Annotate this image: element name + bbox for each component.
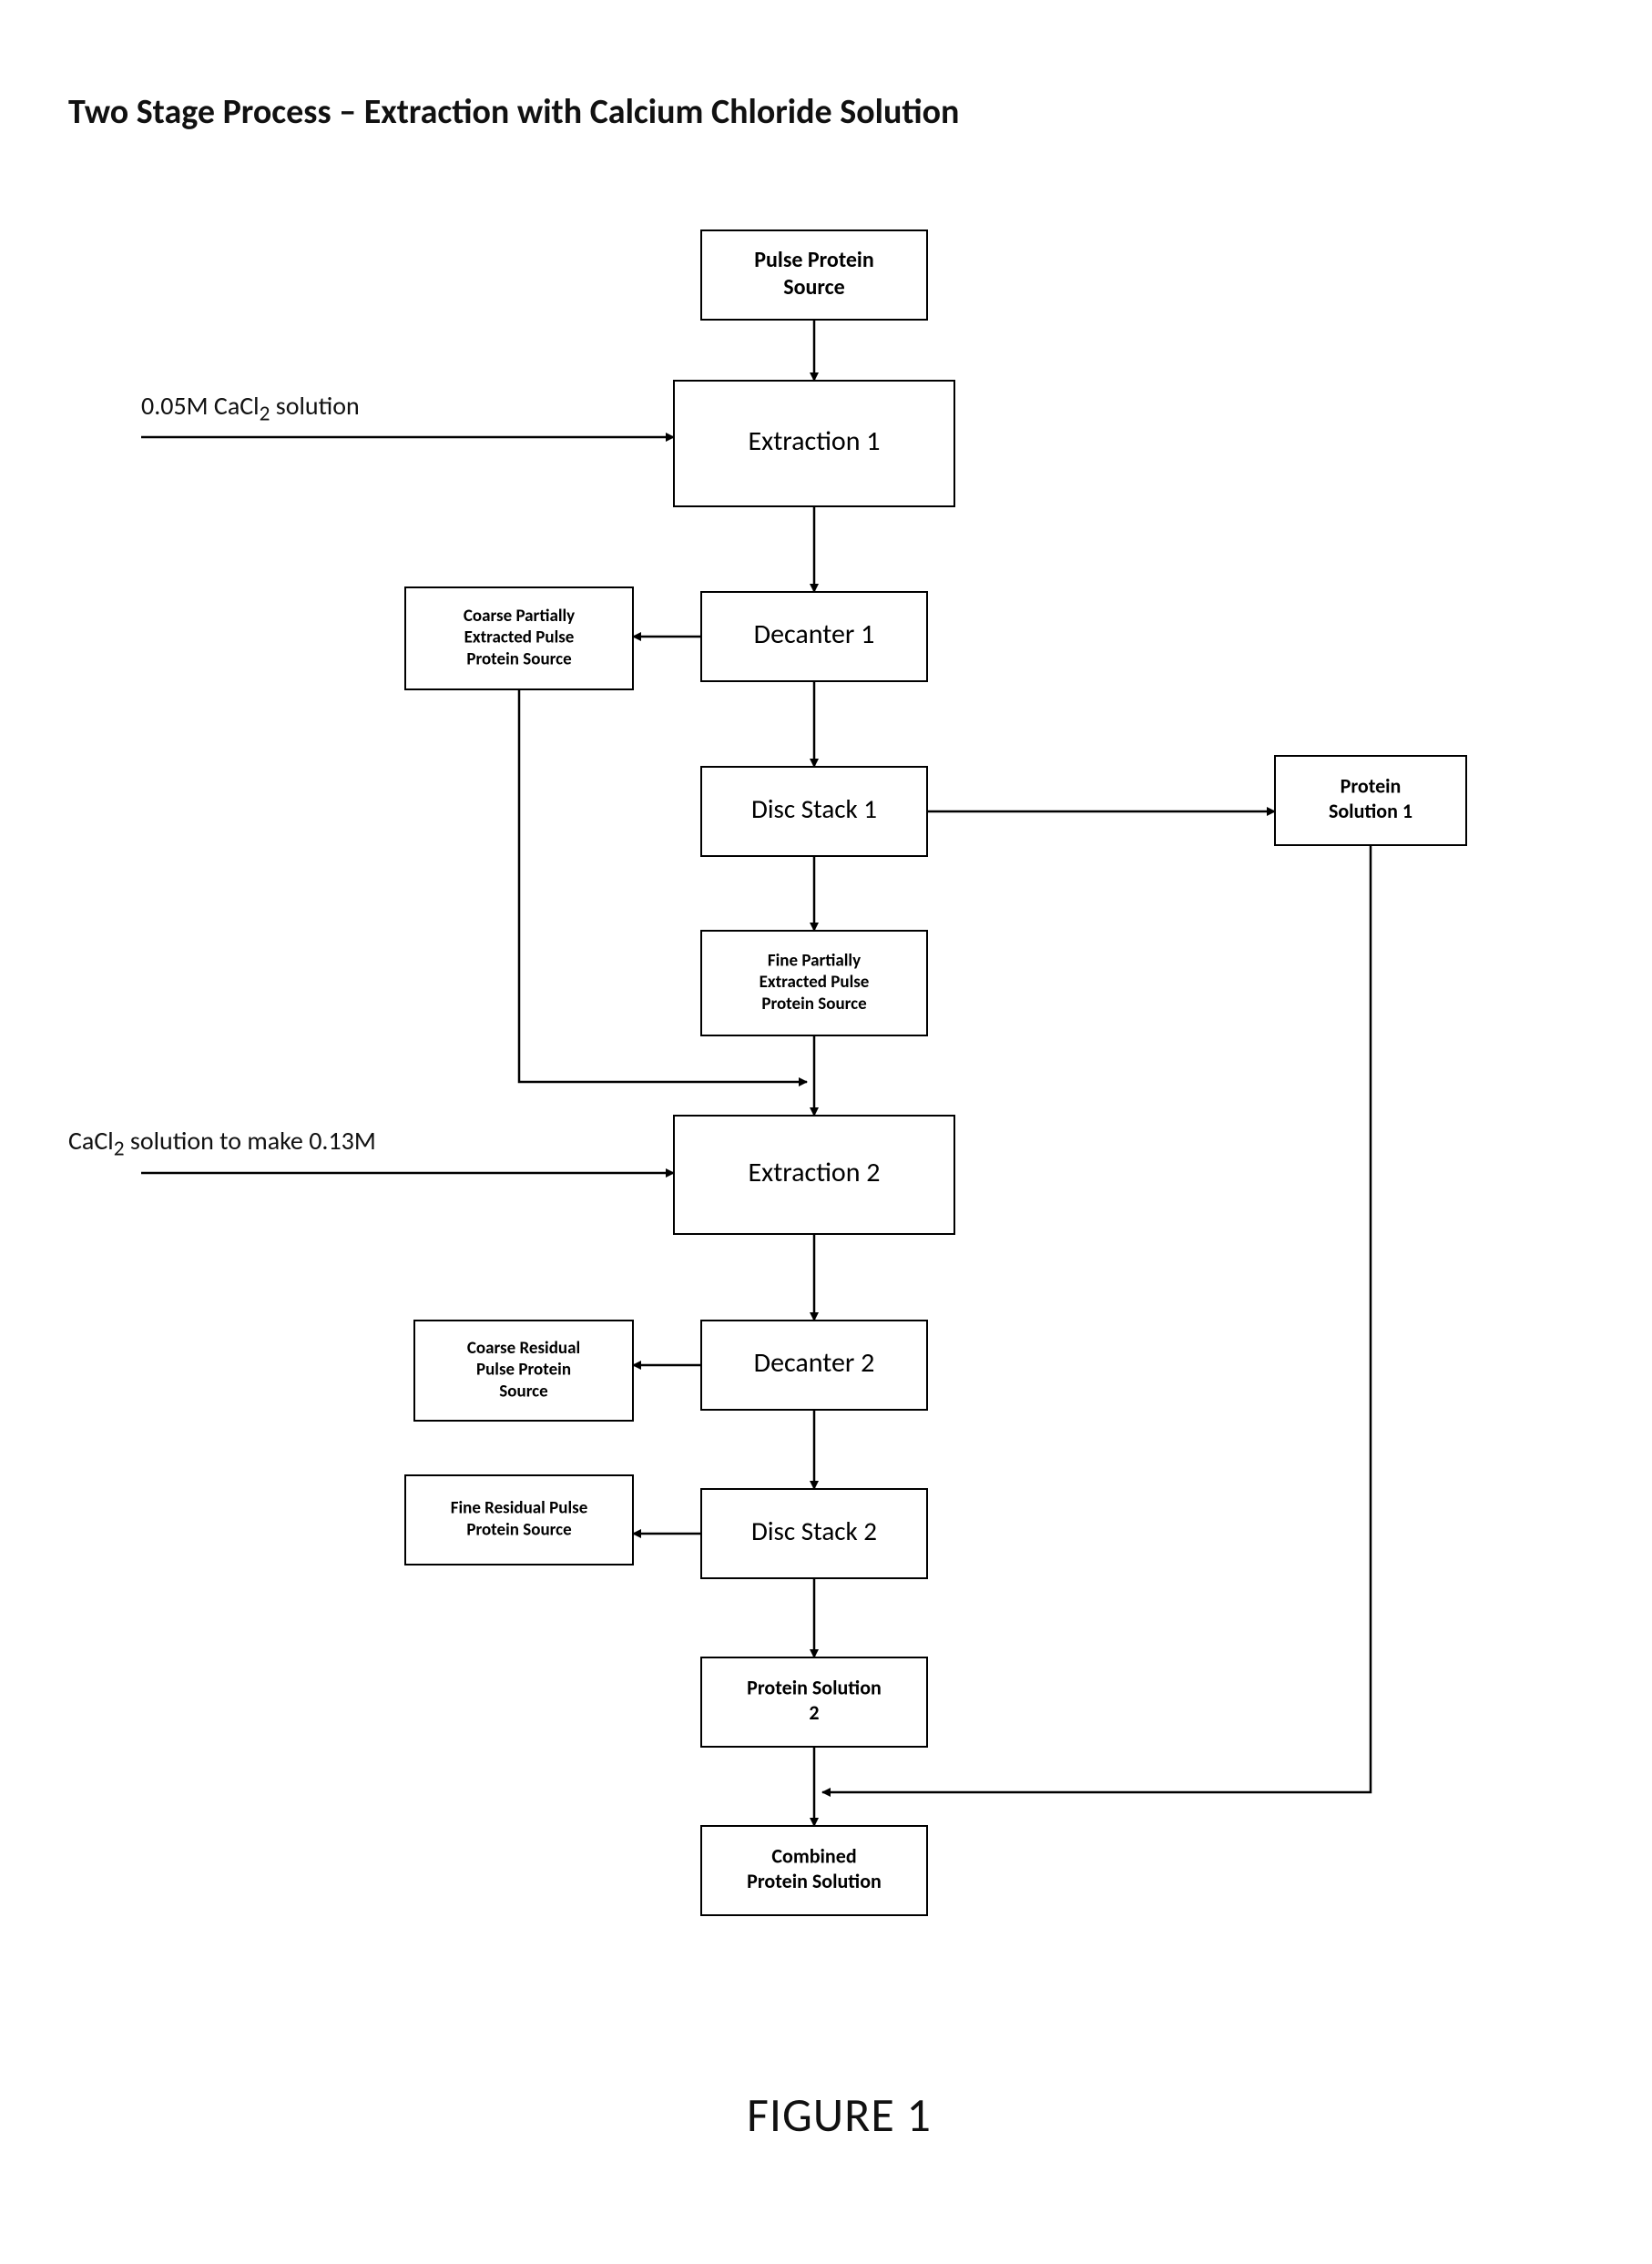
- flow-node-label: Protein Solution: [747, 1676, 882, 1700]
- flow-node-label: Fine Residual Pulse: [451, 1498, 588, 1519]
- flow-node-label: Coarse Residual: [467, 1338, 580, 1359]
- flow-node-fine2: Fine Residual PulseProtein Source: [405, 1475, 633, 1565]
- input-reagent-label: CaCl2 solution to make 0.13M: [68, 1125, 376, 1162]
- flow-node-label: Protein Source: [761, 994, 866, 1015]
- flow-node-pulse_src: Pulse ProteinSource: [701, 230, 927, 320]
- figure-label: FIGURE 1: [747, 2086, 932, 2144]
- flow-node-decanter2: Decanter 2: [701, 1321, 927, 1410]
- page: Two Stage Process – Extraction with Calc…: [0, 0, 1652, 2264]
- flow-node-label: Coarse Partially: [464, 606, 575, 627]
- flow-node-disc1: Disc Stack 1: [701, 767, 927, 856]
- flow-node-label: Decanter 2: [754, 1346, 875, 1380]
- flow-node-label: Protein Solution: [747, 1869, 882, 1893]
- flow-node-decanter1: Decanter 1: [701, 592, 927, 681]
- flow-node-label: Extracted Pulse: [464, 627, 575, 648]
- nodes-group: Pulse ProteinSourceExtraction 1Coarse Pa…: [405, 230, 1466, 1915]
- flow-node-disc2: Disc Stack 2: [701, 1489, 927, 1578]
- flow-node-combined: CombinedProtein Solution: [701, 1826, 927, 1915]
- flow-node-label: Disc Stack 2: [751, 1514, 877, 1547]
- edges-group: [141, 320, 1371, 1826]
- flow-node-label: Combined: [771, 1844, 856, 1869]
- flow-node-fine1: Fine PartiallyExtracted PulseProtein Sou…: [701, 931, 927, 1035]
- flow-node-protein1: ProteinSolution 1: [1275, 756, 1466, 845]
- input-reagent-label: 0.05M CaCl2 solution: [141, 390, 360, 427]
- flow-node-label: Source: [499, 1381, 547, 1402]
- flow-node-label: Extracted Pulse: [760, 972, 870, 993]
- flow-node-label: Solution 1: [1329, 799, 1412, 823]
- flow-node-label: Decanter 1: [754, 617, 875, 651]
- flow-node-label: Protein: [1341, 774, 1402, 799]
- flow-node-label: Protein Source: [466, 1519, 571, 1540]
- flow-node-label: Protein Source: [466, 648, 571, 669]
- flow-node-coarse1: Coarse PartiallyExtracted PulseProtein S…: [405, 587, 633, 689]
- flow-node-label: Pulse Protein: [476, 1360, 571, 1381]
- flow-node-label: Pulse Protein: [754, 247, 873, 273]
- flow-node-label: Fine Partially: [768, 950, 861, 971]
- flow-node-label: Extraction 1: [749, 424, 881, 458]
- flow-node-label: 2: [809, 1700, 819, 1725]
- flow-node-label: Extraction 2: [749, 1156, 881, 1189]
- flow-node-label: Disc Stack 1: [751, 792, 877, 825]
- flow-node-protein2: Protein Solution2: [701, 1657, 927, 1747]
- flow-node-extract1: Extraction 1: [674, 381, 954, 506]
- flow-node-coarse2: Coarse ResidualPulse ProteinSource: [414, 1321, 633, 1421]
- flow-node-label: Source: [783, 274, 844, 301]
- flow-node-extract2: Extraction 2: [674, 1116, 954, 1234]
